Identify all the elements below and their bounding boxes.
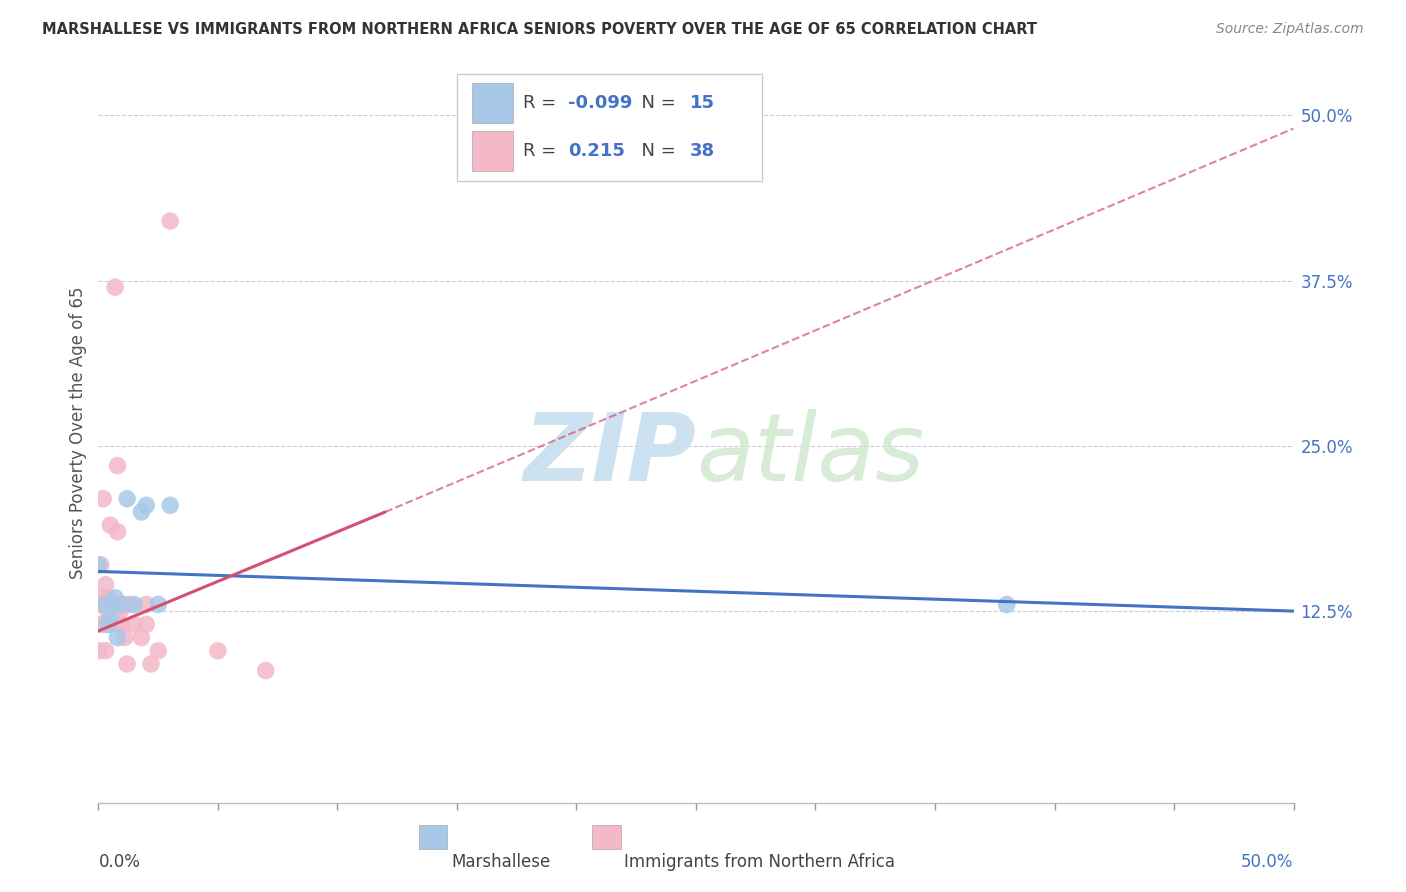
Point	[124, 617, 146, 632]
Point	[98, 617, 122, 632]
Point	[131, 631, 153, 645]
Point	[87, 617, 110, 632]
Point	[107, 631, 129, 645]
Text: R =: R =	[523, 142, 568, 161]
Point	[104, 591, 127, 605]
Point	[114, 631, 136, 645]
Point	[97, 604, 120, 618]
FancyBboxPatch shape	[472, 131, 513, 171]
Point	[94, 644, 117, 658]
Text: 15: 15	[690, 95, 716, 112]
FancyBboxPatch shape	[592, 825, 620, 848]
Point	[98, 598, 122, 612]
FancyBboxPatch shape	[419, 825, 447, 848]
Text: N =: N =	[630, 95, 682, 112]
Point	[139, 657, 162, 671]
Text: Source: ZipAtlas.com: Source: ZipAtlas.com	[1216, 22, 1364, 37]
Text: 38: 38	[690, 142, 716, 161]
Point	[101, 598, 124, 612]
Point	[98, 611, 122, 625]
Point	[94, 598, 117, 612]
Point	[94, 577, 117, 591]
Point	[107, 524, 129, 539]
Point	[90, 558, 112, 572]
Point	[148, 598, 170, 612]
Point	[87, 598, 110, 612]
Point	[131, 505, 153, 519]
Point	[97, 591, 120, 605]
Point	[107, 458, 129, 473]
Point	[254, 664, 277, 678]
Point	[207, 644, 229, 658]
Point	[108, 604, 131, 618]
Point	[91, 491, 114, 506]
Text: R =: R =	[523, 95, 561, 112]
Text: N =: N =	[630, 142, 682, 161]
Point	[101, 617, 124, 632]
Text: 0.0%: 0.0%	[98, 853, 141, 871]
FancyBboxPatch shape	[457, 73, 762, 181]
FancyBboxPatch shape	[472, 83, 513, 123]
Text: atlas: atlas	[696, 409, 924, 500]
Point	[111, 598, 134, 612]
Point	[98, 518, 122, 533]
Point	[104, 604, 127, 618]
Point	[111, 617, 134, 632]
Point	[111, 598, 134, 612]
Point	[135, 617, 157, 632]
Text: 50.0%: 50.0%	[1241, 853, 1294, 871]
Point	[108, 617, 131, 632]
Point	[115, 657, 138, 671]
Point	[97, 617, 120, 632]
Point	[159, 499, 181, 513]
Point	[135, 598, 157, 612]
Point	[148, 644, 170, 658]
Point	[101, 598, 124, 612]
Text: -0.099: -0.099	[568, 95, 633, 112]
Text: MARSHALLESE VS IMMIGRANTS FROM NORTHERN AFRICA SENIORS POVERTY OVER THE AGE OF 6: MARSHALLESE VS IMMIGRANTS FROM NORTHERN …	[42, 22, 1038, 37]
Point	[94, 598, 117, 612]
Point	[995, 598, 1018, 612]
Point	[135, 499, 157, 513]
Point	[91, 598, 114, 612]
Point	[159, 214, 181, 228]
Y-axis label: Seniors Poverty Over the Age of 65: Seniors Poverty Over the Age of 65	[69, 286, 87, 579]
Point	[87, 644, 110, 658]
Point	[124, 598, 146, 612]
Point	[90, 591, 112, 605]
Text: Marshallese: Marshallese	[451, 853, 550, 871]
Text: Immigrants from Northern Africa: Immigrants from Northern Africa	[624, 853, 896, 871]
Point	[87, 558, 110, 572]
Point	[118, 598, 141, 612]
Point	[115, 491, 138, 506]
Text: ZIP: ZIP	[523, 409, 696, 500]
Point	[104, 280, 127, 294]
Text: 0.215: 0.215	[568, 142, 626, 161]
Point	[91, 617, 114, 632]
